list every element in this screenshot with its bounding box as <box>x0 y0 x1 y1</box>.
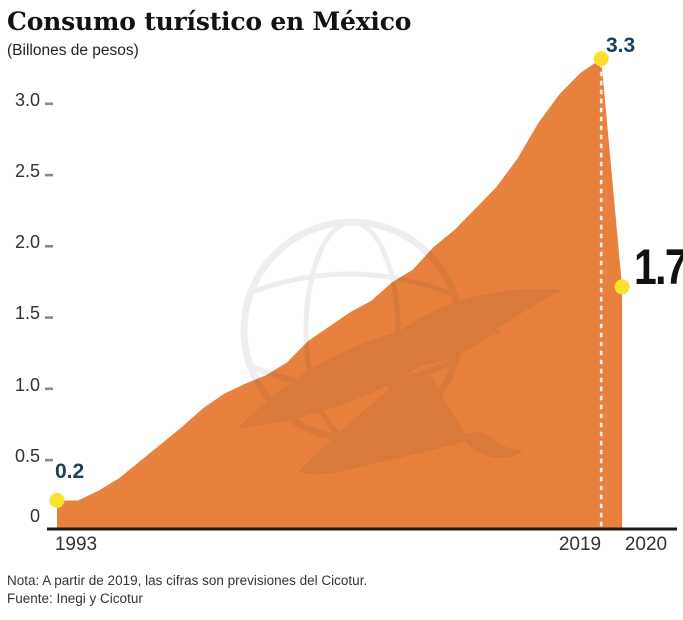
data-point-marker-2020 <box>614 279 630 295</box>
chart-notes: Nota: A partir de 2019, las cifras son p… <box>7 572 367 607</box>
x-axis-label-1993: 1993 <box>54 534 98 555</box>
y-axis-tick <box>45 316 53 319</box>
chart-source: Fuente: Inegi y Cicotur <box>7 590 143 606</box>
value-label-1993: 0.2 <box>55 460 85 483</box>
y-axis-tick <box>45 173 53 177</box>
y-axis-tick <box>45 458 53 462</box>
y-axis-label: 1.5 <box>14 303 40 324</box>
data-point-marker-1993 <box>49 493 65 508</box>
value-label-2020: 1.7 <box>634 239 683 295</box>
markers-layer <box>47 51 677 531</box>
y-axis-label: 0 <box>29 506 40 526</box>
y-axis-tick <box>45 245 53 248</box>
chart-note: Nota: A partir de 2019, las cifras son p… <box>7 573 368 588</box>
y-axis-label: 2.5 <box>14 160 40 181</box>
y-axis-label: 1.0 <box>14 374 40 395</box>
value-label-2019: 3.3 <box>606 34 636 57</box>
el-universal-eagle-watermark-icon <box>238 218 562 475</box>
x-axis-label-2019: 2019 <box>558 534 602 555</box>
chart-unit-label: (Billones de pesos) <box>7 42 139 59</box>
y-axis-tick <box>45 102 53 106</box>
area-series-consumo <box>57 58 623 530</box>
y-axis-label: 3.0 <box>14 89 40 110</box>
y-axis-label: 2.0 <box>14 232 40 252</box>
chart-title: Consumo turístico en México <box>7 7 412 36</box>
data-point-marker-2019 <box>593 51 609 67</box>
x-axis-label-2020: 2020 <box>624 534 668 555</box>
y-axis-label: 0.5 <box>14 445 40 466</box>
y-axis-tick <box>45 387 53 391</box>
area-series-layer <box>45 58 623 530</box>
